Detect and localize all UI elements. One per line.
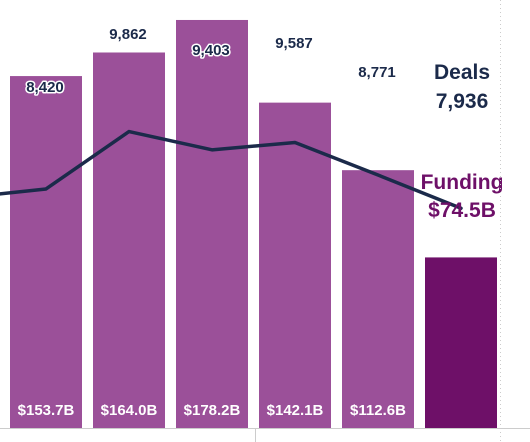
legend-funding-label: Funding bbox=[421, 171, 504, 194]
funding-bar-2 bbox=[176, 19, 248, 428]
deals-point-label-0: 8,420 bbox=[26, 79, 64, 96]
labels-layer: $153.7B $164.0B $178.2B $142.1B $112.6B 8,420… bbox=[18, 25, 406, 420]
funding-bar-label-4: $112.6B bbox=[350, 402, 406, 419]
funding-bar-3 bbox=[259, 102, 331, 428]
deals-point-label-4: 8,771 bbox=[358, 64, 396, 81]
funding-bar-1 bbox=[93, 52, 165, 429]
bars-layer bbox=[10, 19, 497, 429]
line-layer bbox=[0, 129, 463, 211]
funding-bar-label-1: $164.0B bbox=[101, 402, 158, 419]
deals-line bbox=[0, 129, 463, 211]
funding-bar-4 bbox=[342, 170, 414, 428]
deals-point-label-1: 9,862 bbox=[109, 26, 147, 43]
legend-layer: Deals 7,936 Funding $74.5B bbox=[421, 61, 504, 222]
legend-funding-value: $74.5B bbox=[428, 199, 496, 222]
funding-bar-0 bbox=[10, 76, 82, 428]
funding-bar-label-0: $153.7B bbox=[18, 402, 75, 419]
legend-deals-value: 7,936 bbox=[436, 90, 489, 113]
legend-deals-label: Deals bbox=[434, 61, 490, 84]
funding-bar-label-2: $178.2B bbox=[184, 402, 241, 419]
deals-point-label-2: 9,403 bbox=[192, 42, 230, 59]
deals-point-label-3: 9,587 bbox=[275, 35, 313, 52]
funding-bar-5 bbox=[425, 257, 497, 428]
funding-bar-label-3: $142.1B bbox=[267, 402, 324, 419]
